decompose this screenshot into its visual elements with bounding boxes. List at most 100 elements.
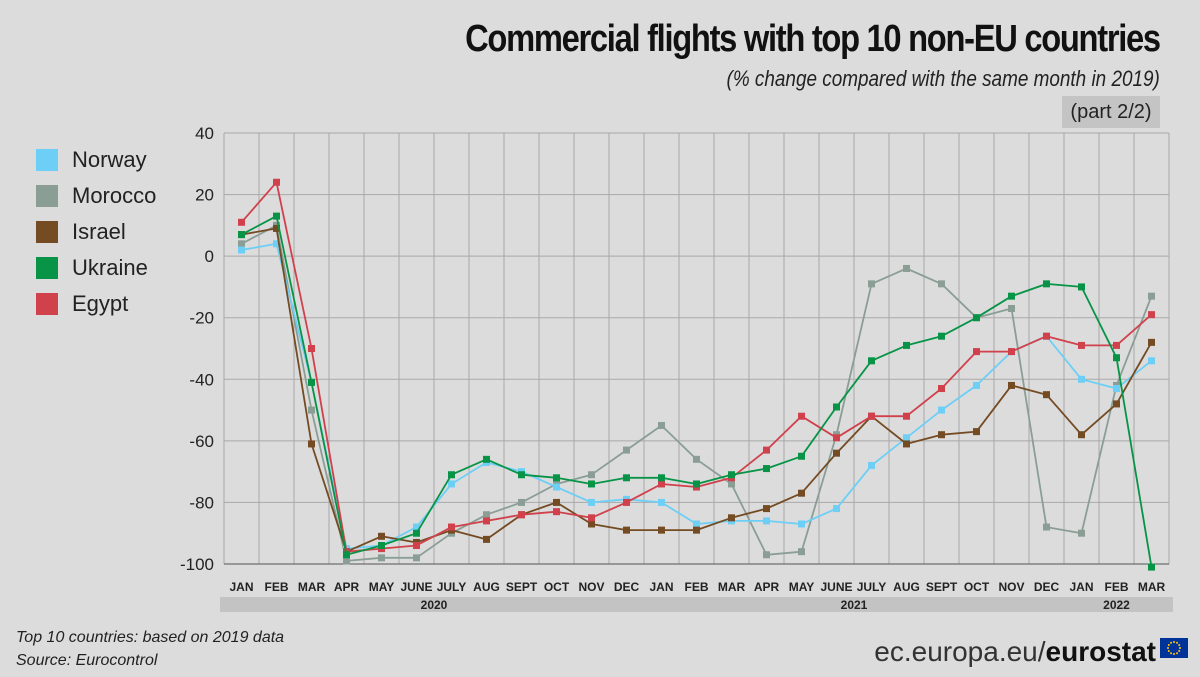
data-point-ukraine xyxy=(833,403,840,411)
data-point-morocco xyxy=(938,280,945,288)
data-point-morocco xyxy=(1148,292,1155,300)
part-badge: (part 2/2) xyxy=(1062,96,1160,128)
eurostat-logo: ec.europa.eu/eurostat xyxy=(874,636,1156,668)
data-point-morocco xyxy=(1043,523,1050,531)
x-tick-label: MAR xyxy=(298,580,326,594)
data-point-egypt xyxy=(1008,348,1015,356)
data-point-norway xyxy=(973,381,980,389)
data-point-israel xyxy=(728,514,735,522)
legend-swatch xyxy=(36,149,58,171)
data-point-norway xyxy=(1078,375,1085,383)
data-point-israel xyxy=(483,535,490,543)
data-point-ukraine xyxy=(658,474,665,482)
data-point-ukraine xyxy=(413,529,420,537)
data-point-egypt xyxy=(448,523,455,531)
y-tick-label: -20 xyxy=(189,309,214,328)
data-point-norway xyxy=(273,240,280,248)
data-point-egypt xyxy=(483,517,490,525)
data-point-israel xyxy=(658,526,665,534)
data-point-israel xyxy=(623,526,630,534)
data-point-morocco xyxy=(623,446,630,454)
x-tick-label: OCT xyxy=(544,580,570,594)
data-point-israel xyxy=(1078,431,1085,439)
grid xyxy=(223,132,1170,565)
data-point-egypt xyxy=(658,480,665,488)
x-tick-label: MAY xyxy=(789,580,815,594)
data-point-ukraine xyxy=(378,542,385,550)
x-tick-label: SEPT xyxy=(506,580,538,594)
data-point-morocco xyxy=(518,498,525,506)
legend-label: Morocco xyxy=(72,183,157,208)
legend-item-ukraine: Ukraine xyxy=(36,250,156,286)
legend-item-israel: Israel xyxy=(36,214,156,250)
data-point-ukraine xyxy=(448,471,455,479)
data-point-norway xyxy=(763,517,770,525)
data-point-ukraine xyxy=(273,212,280,220)
footnote-note: Top 10 countries: based on 2019 data xyxy=(16,629,285,646)
x-tick-label: MAR xyxy=(718,580,746,594)
x-tick-label: JUNE xyxy=(400,580,432,594)
data-point-morocco xyxy=(483,511,490,519)
x-tick-label: JAN xyxy=(1069,580,1093,594)
data-point-morocco xyxy=(308,406,315,414)
data-point-egypt xyxy=(868,412,875,420)
data-point-ukraine xyxy=(938,332,945,340)
legend-swatch xyxy=(36,185,58,207)
data-point-egypt xyxy=(1078,341,1085,349)
data-point-ukraine xyxy=(518,471,525,479)
x-tick-label: JULY xyxy=(857,580,887,594)
data-point-egypt xyxy=(238,218,245,226)
legend-item-norway: Norway xyxy=(36,142,156,178)
data-point-morocco xyxy=(343,557,350,565)
data-point-morocco xyxy=(693,455,700,463)
data-point-morocco xyxy=(728,480,735,488)
data-point-israel xyxy=(308,440,315,448)
data-point-israel xyxy=(1113,400,1120,408)
data-point-ukraine xyxy=(763,465,770,473)
data-point-egypt xyxy=(413,542,420,550)
data-point-israel xyxy=(833,449,840,457)
y-tick-label: -40 xyxy=(189,370,214,389)
data-point-ukraine xyxy=(798,452,805,460)
legend-label: Norway xyxy=(72,147,147,172)
data-point-morocco xyxy=(413,554,420,562)
data-point-morocco xyxy=(658,421,665,429)
x-tick-label: AUG xyxy=(893,580,920,594)
chart-subtitle: (% change compared with the same month i… xyxy=(726,66,1160,91)
data-point-norway xyxy=(903,434,910,442)
footnote-source: Source: Eurocontrol xyxy=(16,652,158,669)
data-point-israel xyxy=(1008,381,1015,389)
data-point-norway xyxy=(938,406,945,414)
x-tick-label: NOV xyxy=(578,580,604,594)
data-point-israel xyxy=(588,520,595,528)
data-point-norway xyxy=(553,483,560,491)
data-point-egypt xyxy=(273,178,280,186)
data-point-norway xyxy=(413,523,420,531)
data-point-ukraine xyxy=(1148,563,1155,571)
y-tick-label: -60 xyxy=(189,432,214,451)
legend-swatch xyxy=(36,293,58,315)
data-point-ukraine xyxy=(903,341,910,349)
data-point-norway xyxy=(238,246,245,254)
data-point-norway xyxy=(448,480,455,488)
data-point-norway xyxy=(588,498,595,506)
data-point-norway xyxy=(658,498,665,506)
brand-bold: eurostat xyxy=(1045,636,1156,667)
x-tick-label: SEPT xyxy=(926,580,958,594)
data-point-morocco xyxy=(903,264,910,272)
data-point-egypt xyxy=(973,348,980,356)
legend-swatch xyxy=(36,221,58,243)
data-point-norway xyxy=(868,461,875,469)
data-point-israel xyxy=(1043,391,1050,399)
x-tick-label: JAN xyxy=(649,580,673,594)
x-tick-label: FEB xyxy=(1105,580,1129,594)
y-tick-label: 0 xyxy=(205,247,214,266)
data-point-israel xyxy=(798,489,805,497)
x-tick-label: AUG xyxy=(473,580,500,594)
data-point-norway xyxy=(693,520,700,528)
data-point-israel xyxy=(693,526,700,534)
data-point-egypt xyxy=(553,508,560,516)
x-tick-label: JULY xyxy=(437,580,467,594)
data-point-israel xyxy=(973,428,980,436)
legend-item-egypt: Egypt xyxy=(36,286,156,322)
